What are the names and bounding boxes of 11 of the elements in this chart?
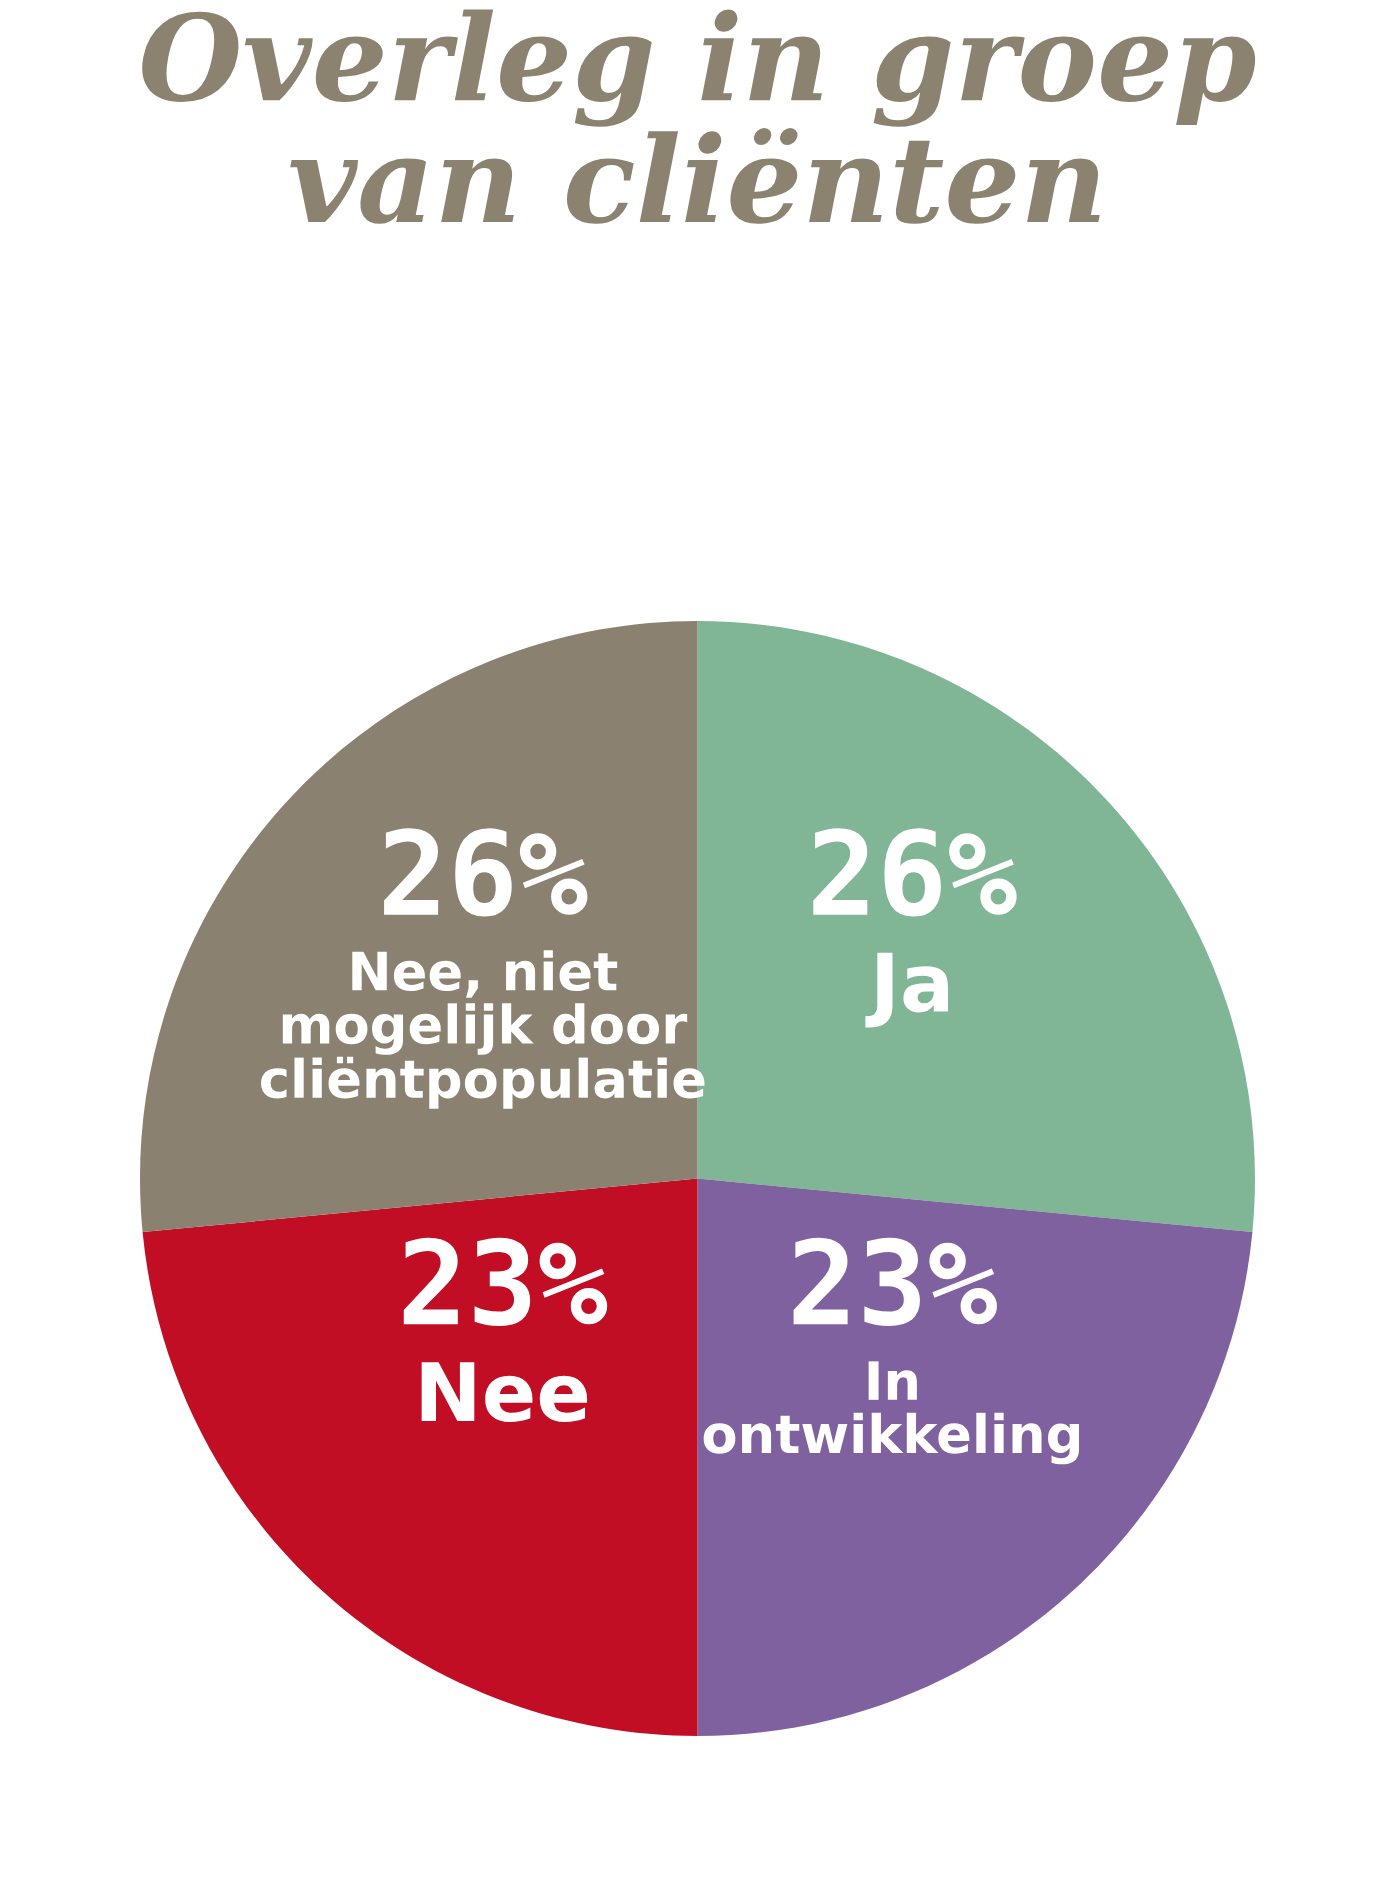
pie-slice [142,1178,698,1737]
data-label: 26% [384,828,588,917]
slice-label: Nee, niet mogelijk door cliëntpopulatie [261,950,705,1109]
data-label: 26% [813,828,1017,917]
data-label: 23% [793,1237,997,1326]
slice-label: Ja [865,952,948,1028]
pie-slice [697,1178,1253,1737]
chart-title: Overleg in groep van cliënten [142,9,1256,224]
data-label: 23% [403,1237,608,1326]
slice-label: Nee [421,1362,588,1423]
slice-label: In ontwikkeling [703,1361,1079,1465]
